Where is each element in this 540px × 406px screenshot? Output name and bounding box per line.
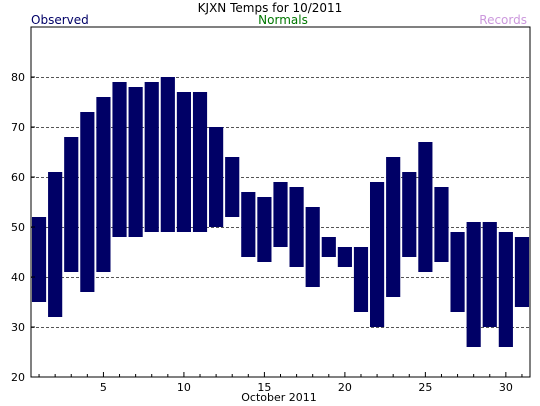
y-tick-label: 80 [11,71,25,84]
y-tick-label: 30 [11,321,25,334]
bar-day-13 [225,157,240,217]
bar-day-28 [466,222,481,347]
y-axis: 20 30 40 50 60 70 80 [11,71,35,384]
bar-day-29 [482,222,497,327]
bar-day-24 [402,172,417,257]
bar-day-2 [48,172,63,317]
y-tick-label: 20 [11,371,25,384]
bar-day-3 [64,137,79,272]
bar-day-16 [273,182,288,247]
chart-title: KJXN Temps for 10/2011 [198,1,343,15]
bar-day-19 [321,237,336,257]
legend-records: Records [479,13,527,27]
bar-day-9 [160,77,175,232]
legend-normals: Normals [258,13,308,27]
x-tick-label: 25 [418,381,432,394]
y-tick-label: 70 [11,121,25,134]
bar-day-22 [369,182,385,327]
legend-observed: Observed [31,13,89,27]
y-tick-label: 60 [11,171,25,184]
bar-day-23 [386,157,401,297]
y-tick-label: 40 [11,271,25,284]
bar-day-17 [289,187,304,267]
x-tick-label: 30 [499,381,513,394]
bar-series-observed [31,77,530,347]
bar-day-25 [418,142,433,272]
x-tick-label: 20 [338,381,352,394]
bar-day-5 [96,97,111,272]
x-axis: 5 10 15 20 25 30 [38,372,523,394]
bar-day-12 [209,127,224,227]
bar-day-15 [257,197,272,262]
bar-day-18 [305,207,320,287]
bar-day-7 [128,87,143,237]
bar-day-21 [353,247,369,312]
bar-day-1 [31,217,47,302]
bar-day-10 [176,92,192,232]
bar-day-27 [450,232,465,312]
bar-day-4 [80,112,95,292]
bar-day-14 [241,192,256,257]
x-axis-label: October 2011 [241,391,317,404]
y-tick-label: 50 [11,221,25,234]
bar-day-11 [192,92,208,232]
bar-day-26 [434,187,449,262]
bar-day-20 [337,247,352,267]
x-tick-label: 5 [100,381,107,394]
bar-day-6 [112,82,127,237]
x-tick-label: 15 [257,381,271,394]
bar-day-31 [514,237,530,307]
bar-day-30 [498,232,513,347]
bar-day-8 [144,82,159,232]
x-tick-label: 10 [177,381,191,394]
